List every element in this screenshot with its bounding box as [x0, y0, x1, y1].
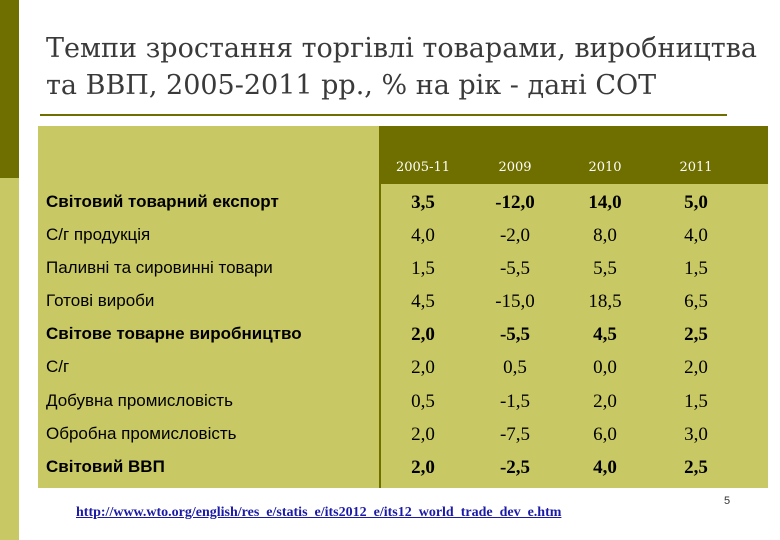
table-cell: -7,5: [499, 424, 531, 445]
column-header-2009: 2009: [498, 160, 532, 175]
row-label-manufacturing: Обробна промисловість: [46, 424, 237, 443]
data-table: [38, 126, 768, 488]
table-cell: 0,5: [503, 357, 527, 378]
table-cell: -1,5: [499, 391, 531, 412]
table-cell: 3,5: [411, 192, 435, 213]
row-label-agri-products: С/г продукція: [46, 225, 151, 244]
table-cell: 2,0: [593, 391, 617, 412]
table-cell: 18,5: [588, 291, 622, 312]
row-label-agriculture: С/г: [46, 357, 70, 376]
slide-title: Темпи зростання торгівлі товарами, вироб…: [46, 33, 758, 101]
column-header-2011: 2011: [679, 160, 713, 175]
table-cell: -2,0: [499, 225, 531, 246]
table-cell: 0,5: [411, 391, 435, 412]
row-label-fuels-mining: Паливні та сировинні товари: [46, 258, 273, 277]
table-cell: 1,5: [684, 258, 708, 279]
table-cell: 2,0: [411, 324, 435, 345]
row-label-world-export: Світовий товарний експорт: [46, 192, 279, 211]
row-label-mining: Добувна промисловість: [46, 391, 233, 410]
table-cell: 5,5: [593, 258, 617, 279]
table-cell: 4,5: [593, 324, 617, 345]
table-cell: 0,0: [593, 357, 617, 378]
source-link[interactable]: http://www.wto.org/english/res_e/statis_…: [76, 505, 562, 520]
table-column-divider: [379, 126, 381, 488]
table-cell: -5,5: [499, 258, 531, 279]
row-label-world-production: Світове товарне виробництво: [46, 324, 302, 343]
table-cell: 5,0: [684, 192, 708, 213]
column-header-2010: 2010: [588, 160, 622, 175]
table-cell: 14,0: [588, 192, 622, 213]
table-cell: 2,0: [411, 424, 435, 445]
table-cell: 2,0: [684, 357, 708, 378]
table-cell: 4,0: [684, 225, 708, 246]
table-header-band: [379, 126, 768, 184]
left-accent-bar-light: [0, 178, 19, 540]
table-cell: 4,5: [411, 291, 435, 312]
table-cell: 2,5: [684, 324, 708, 345]
table-cell: 8,0: [593, 225, 617, 246]
table-cell: -12,0: [495, 192, 535, 213]
table-cell: 2,5: [684, 457, 708, 478]
table-cell: 4,0: [411, 225, 435, 246]
row-label-world-gdp: Світовий ВВП: [46, 457, 165, 476]
table-cell: 4,0: [593, 457, 617, 478]
table-cell: 6,5: [684, 291, 708, 312]
left-accent-bar-dark: [0, 0, 19, 178]
table-cell: 6,0: [593, 424, 617, 445]
table-cell: 1,5: [684, 391, 708, 412]
table-cell: -2,5: [499, 457, 531, 478]
table-cell: 3,0: [684, 424, 708, 445]
row-label-manufactures: Готові вироби: [46, 291, 155, 310]
title-underline: [40, 114, 727, 116]
table-cell: -15,0: [495, 291, 535, 312]
table-cell: -5,5: [499, 324, 531, 345]
table-cell: 1,5: [411, 258, 435, 279]
column-header-2005-11: 2005-11: [395, 160, 451, 175]
table-cell: 2,0: [411, 457, 435, 478]
page-number: 5: [724, 495, 731, 507]
table-cell: 2,0: [411, 357, 435, 378]
